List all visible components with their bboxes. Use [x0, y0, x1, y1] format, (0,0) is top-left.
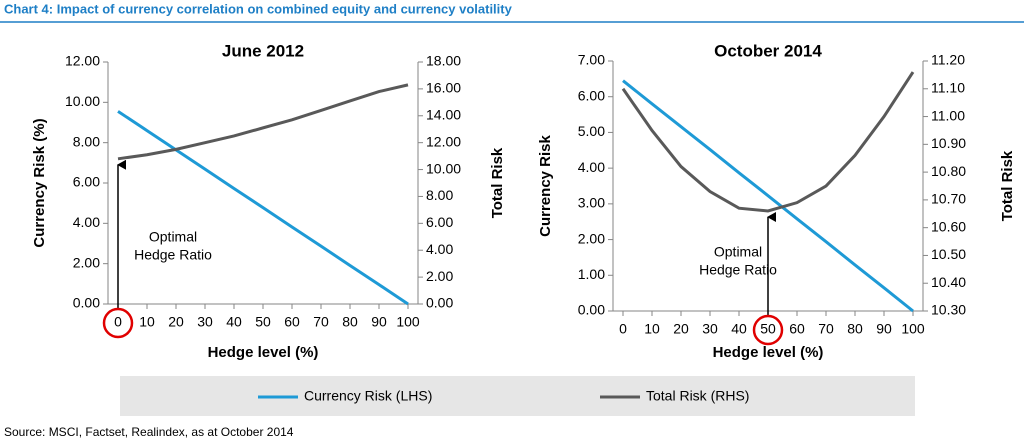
- legend-label: Currency Risk (LHS): [304, 388, 432, 404]
- y2-tick-label: 10.90: [931, 135, 966, 151]
- x-tick-label: 80: [342, 314, 358, 330]
- y-tick-label: 0.00: [578, 302, 605, 318]
- y2-tick-label: 10.80: [931, 163, 966, 179]
- y2-tick-label: 10.00: [426, 160, 461, 176]
- chart-title: June 2012: [222, 41, 304, 60]
- x-tick-label: 0: [114, 314, 122, 330]
- y2-tick-label: 14.00: [426, 106, 461, 122]
- annotation-circle: [752, 314, 784, 346]
- y2-tick-label: 11.00: [931, 107, 965, 123]
- y-tick-label: 2.00: [578, 230, 605, 246]
- x-tick-label: 10: [139, 314, 155, 330]
- y2-tick-label: 10.60: [931, 218, 966, 234]
- y-axis-title: Currency Risk: [537, 134, 554, 236]
- y2-tick-label: 10.40: [931, 274, 966, 290]
- y2-tick-label: 6.00: [426, 214, 453, 230]
- y2-tick-label: 10.70: [931, 191, 966, 207]
- y-tick-label: 12.00: [65, 53, 100, 69]
- chart-title: October 2014: [714, 41, 822, 60]
- y2-tick-label: 11.20: [931, 52, 965, 68]
- annotation-text: Hedge Ratio: [134, 247, 212, 263]
- y-tick-label: 3.00: [578, 195, 605, 211]
- annotation-text: Hedge Ratio: [699, 262, 777, 278]
- y-tick-label: 4.00: [73, 214, 100, 230]
- y-tick-label: 8.00: [73, 133, 100, 149]
- x-tick-label: 100: [901, 321, 925, 337]
- series-line: [117, 83, 409, 161]
- annotation-circle: [102, 307, 134, 339]
- x-axis-title: Hedge level (%): [713, 344, 824, 361]
- x-tick-label: 10: [644, 321, 660, 337]
- y2-tick-label: 0.00: [426, 295, 453, 311]
- y2-tick-label: 10.30: [931, 302, 966, 318]
- legend-box: [120, 376, 915, 416]
- x-tick-label: 60: [284, 314, 300, 330]
- y2-tick-label: 16.00: [426, 80, 461, 96]
- legend-label: Total Risk (RHS): [646, 388, 749, 404]
- y2-tick-label: 10.50: [931, 246, 966, 262]
- x-tick-label: 70: [313, 314, 329, 330]
- series-line: [621, 71, 915, 213]
- source: Source: MSCI, Factset, Realindex, as at …: [4, 425, 294, 439]
- x-tick-label: 0: [619, 321, 627, 337]
- x-tick-label: 50: [760, 321, 776, 337]
- y2-axis-title: Total Risk: [999, 150, 1016, 221]
- y2-tick-label: 2.00: [426, 268, 453, 284]
- x-tick-label: 100: [396, 314, 420, 330]
- x-tick-label: 90: [371, 314, 387, 330]
- series-line: [117, 110, 409, 306]
- y-tick-label: 5.00: [578, 123, 605, 139]
- x-tick-label: 30: [197, 314, 213, 330]
- x-tick-label: 60: [789, 321, 805, 337]
- x-tick-label: 20: [673, 321, 689, 337]
- x-tick-label: 30: [702, 321, 718, 337]
- y2-tick-label: 4.00: [426, 241, 453, 257]
- y-tick-label: 6.00: [73, 174, 100, 190]
- x-tick-label: 80: [847, 321, 863, 337]
- x-tick-label: 40: [731, 321, 747, 337]
- y-tick-label: 10.00: [65, 93, 100, 109]
- y-axis-title: Currency Risk (%): [31, 118, 48, 247]
- y2-axis-title: Total Risk: [489, 147, 506, 218]
- y-tick-label: 1.00: [578, 266, 605, 282]
- x-tick-label: 50: [255, 314, 271, 330]
- y-tick-label: 4.00: [578, 159, 605, 175]
- annotation-text: Optimal: [714, 244, 762, 260]
- x-tick-label: 90: [876, 321, 892, 337]
- y2-tick-label: 12.00: [426, 133, 461, 149]
- x-tick-label: 40: [226, 314, 242, 330]
- y2-tick-label: 8.00: [426, 187, 453, 203]
- annotation-text: Optimal: [149, 229, 197, 245]
- y2-tick-label: 18.00: [426, 53, 461, 69]
- x-axis-title: Hedge level (%): [208, 344, 319, 361]
- y2-tick-label: 11.10: [931, 79, 965, 95]
- series-line: [622, 79, 914, 313]
- y-tick-label: 7.00: [578, 52, 605, 68]
- page-title: Chart 4: Impact of currency correlation …: [4, 1, 513, 16]
- x-tick-label: 20: [168, 314, 184, 330]
- y-tick-label: 2.00: [73, 254, 100, 270]
- y-tick-label: 0.00: [73, 295, 100, 311]
- y-tick-label: 6.00: [578, 87, 605, 103]
- x-tick-label: 70: [818, 321, 834, 337]
